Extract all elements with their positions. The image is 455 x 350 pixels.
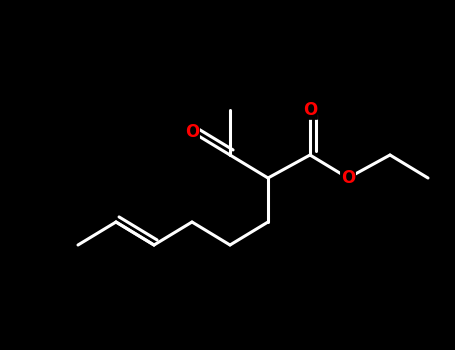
Text: O: O: [185, 123, 199, 141]
Text: O: O: [303, 101, 317, 119]
Text: O: O: [341, 169, 355, 187]
